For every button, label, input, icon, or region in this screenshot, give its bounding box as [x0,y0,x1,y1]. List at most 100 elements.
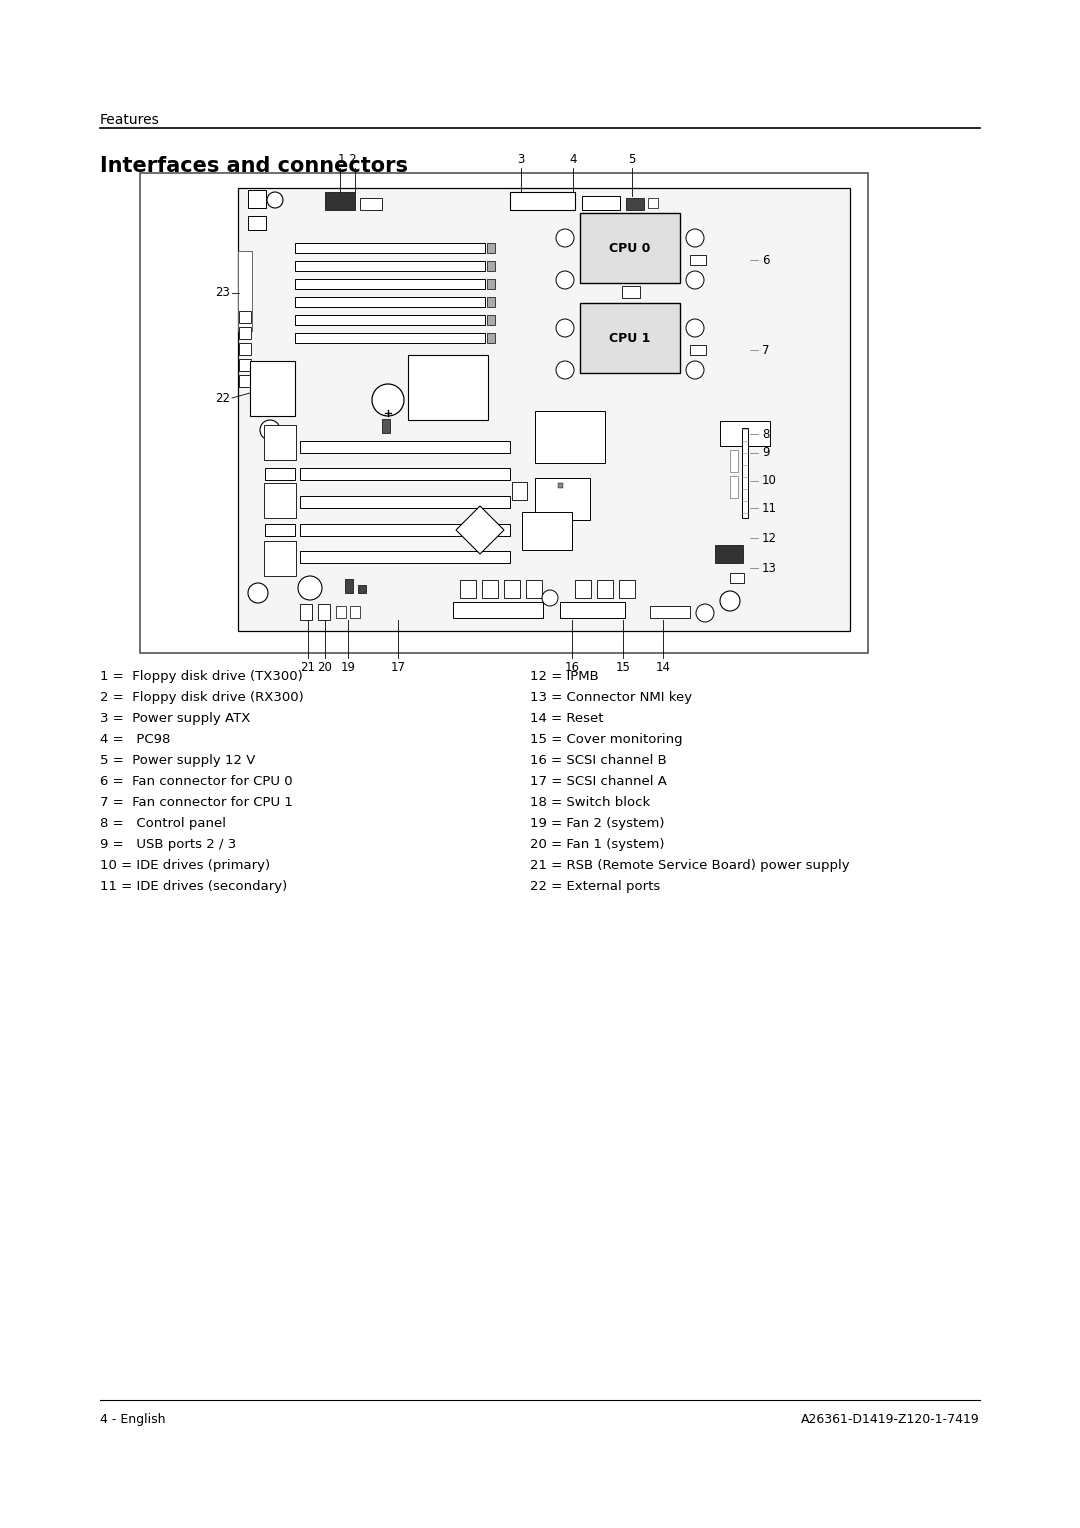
Text: 7: 7 [762,344,769,356]
Text: 15: 15 [616,662,631,674]
Bar [325,193,355,209]
Circle shape [686,319,704,338]
Circle shape [556,229,573,248]
Bar [510,193,575,209]
Bar [140,173,868,652]
Text: 11: 11 [762,501,777,515]
Text: 17: 17 [391,662,405,674]
Bar [336,607,346,617]
Text: 16: 16 [565,662,580,674]
Bar [239,342,251,354]
Bar [345,579,353,593]
Text: 8 =   Control panel: 8 = Control panel [100,817,226,830]
Text: 19: 19 [340,662,355,674]
Bar [295,261,485,270]
Text: 9 =   USB ports 2 / 3: 9 = USB ports 2 / 3 [100,837,237,851]
Bar [730,451,738,472]
Text: 5 =  Power supply 12 V: 5 = Power supply 12 V [100,753,255,767]
Bar [249,361,295,416]
Text: Features: Features [100,113,160,127]
Bar [626,199,644,209]
Bar [622,286,640,298]
Text: 4: 4 [569,153,577,167]
Bar [453,602,543,617]
Circle shape [556,319,573,338]
Text: CPU 1: CPU 1 [609,332,650,344]
Bar [248,189,266,208]
Circle shape [556,361,573,379]
Bar [238,188,850,631]
Text: 18 = Switch block: 18 = Switch block [530,796,650,808]
Bar [730,477,738,498]
Text: 1 =  Floppy disk drive (TX300): 1 = Floppy disk drive (TX300) [100,669,302,683]
Bar [720,422,770,446]
Bar [597,581,613,597]
Bar [690,345,706,354]
Text: 16 = SCSI channel B: 16 = SCSI channel B [530,753,666,767]
Bar [535,411,605,463]
Bar [239,312,251,322]
Text: 12 = IPMB: 12 = IPMB [530,669,598,683]
Text: Interfaces and connectors: Interfaces and connectors [100,156,408,176]
Bar [265,442,295,452]
Bar [715,545,743,562]
Text: 21: 21 [300,662,315,674]
Text: 9: 9 [762,446,769,460]
Bar [580,212,680,283]
Circle shape [556,270,573,289]
Circle shape [248,584,268,604]
Text: 12: 12 [762,532,777,544]
Bar [730,573,744,584]
Text: 6 =  Fan connector for CPU 0: 6 = Fan connector for CPU 0 [100,775,293,788]
Text: 10: 10 [762,475,777,487]
Bar [575,581,591,597]
Text: 13: 13 [762,561,777,575]
Bar [295,243,485,254]
Text: 23: 23 [215,287,230,299]
Text: 11 = IDE drives (secondary): 11 = IDE drives (secondary) [100,880,287,892]
Circle shape [686,270,704,289]
Bar [265,524,295,536]
Bar [238,251,252,332]
Text: 20 = Fan 1 (system): 20 = Fan 1 (system) [530,837,664,851]
Bar [408,354,488,420]
Text: 3: 3 [517,153,525,167]
Circle shape [720,591,740,611]
Bar [512,481,527,500]
Circle shape [542,590,558,607]
Bar [487,261,495,270]
Bar [264,541,296,576]
Text: 6: 6 [762,254,769,266]
Circle shape [372,384,404,416]
Text: 19 = Fan 2 (system): 19 = Fan 2 (system) [530,817,664,830]
Bar [264,483,296,518]
Bar [265,552,295,562]
Bar [487,333,495,342]
Bar [350,607,360,617]
Text: 4 - English: 4 - English [100,1413,165,1426]
Bar [487,315,495,325]
Bar [487,280,495,289]
Bar [522,512,572,550]
Bar [239,359,251,371]
Bar [295,280,485,289]
Bar [265,468,295,480]
Bar [561,602,625,617]
Bar [300,468,510,480]
Bar [487,296,495,307]
Text: A26361-D1419-Z120-1-7419: A26361-D1419-Z120-1-7419 [801,1413,980,1426]
Bar [619,581,635,597]
Text: 3 =  Power supply ATX: 3 = Power supply ATX [100,712,251,724]
Circle shape [686,229,704,248]
Bar [360,199,382,209]
Bar [650,607,690,617]
Text: 17 = SCSI channel A: 17 = SCSI channel A [530,775,666,788]
Text: 15 = Cover monitoring: 15 = Cover monitoring [530,733,683,746]
Bar [690,255,706,264]
Bar [300,552,510,562]
Text: 4 =   PC98: 4 = PC98 [100,733,171,746]
Text: 2 =  Floppy disk drive (RX300): 2 = Floppy disk drive (RX300) [100,691,303,704]
Bar [239,374,251,387]
Circle shape [298,576,322,601]
Text: 22 = External ports: 22 = External ports [530,880,660,892]
